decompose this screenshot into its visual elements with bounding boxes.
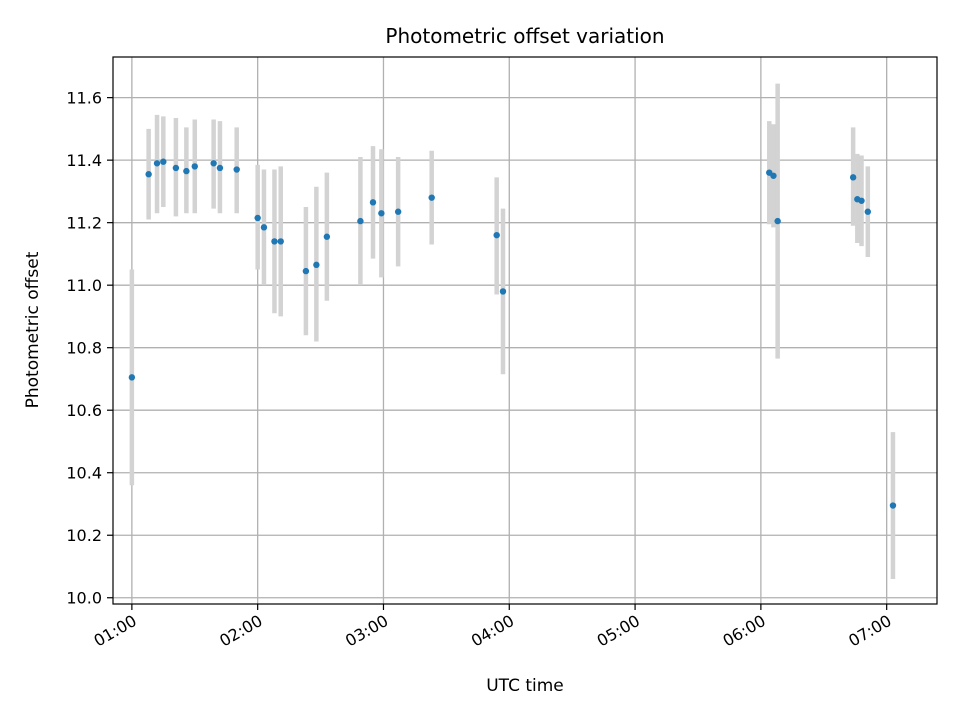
- data-point: [216, 164, 224, 172]
- data-point: [774, 217, 781, 225]
- data-point: [233, 166, 240, 173]
- data-point: [313, 261, 320, 269]
- data-point: [849, 174, 857, 181]
- data-point: [889, 502, 897, 509]
- data-point: [254, 214, 261, 222]
- y-axis-title: Photometric offset: [23, 251, 43, 408]
- y-tick-label: 10.8: [66, 339, 102, 358]
- data-point: [172, 164, 180, 172]
- data-point: [153, 160, 161, 167]
- data-point: [271, 238, 278, 245]
- chart-title: Photometric offset variation: [385, 24, 664, 48]
- data-point: [183, 167, 190, 175]
- data-point: [499, 288, 507, 295]
- data-point: [378, 210, 385, 217]
- data-point: [864, 208, 872, 215]
- data-point: [160, 158, 167, 165]
- y-tick-label: 10.2: [66, 526, 102, 545]
- y-tick-label: 11.2: [66, 214, 102, 233]
- data-point: [260, 224, 268, 231]
- data-point: [191, 163, 198, 170]
- data-point: [357, 217, 364, 225]
- data-point: [210, 160, 217, 167]
- y-tick-label: 10.0: [66, 589, 102, 608]
- data-point: [369, 199, 377, 206]
- data-point: [323, 233, 331, 240]
- y-tick-label: 11.0: [66, 276, 102, 295]
- data-point: [428, 194, 435, 201]
- data-point: [145, 171, 152, 178]
- y-axis-ticks: 10.0 10.2 10.4 10.6 10.8 11.0 11.2 11.4 11.6: [66, 89, 113, 608]
- y-tick-label: 10.6: [66, 401, 102, 420]
- data-point: [493, 231, 500, 239]
- x-axis-title: UTC time: [486, 676, 564, 696]
- y-tick-label: 10.4: [66, 464, 102, 483]
- data-points: [128, 158, 897, 509]
- data-point: [394, 208, 402, 215]
- data-point: [277, 238, 284, 245]
- data-point: [128, 374, 136, 381]
- y-tick-label: 11.4: [66, 151, 102, 170]
- gridlines: [113, 57, 937, 604]
- data-point: [858, 197, 865, 204]
- y-tick-label: 11.6: [66, 89, 102, 108]
- data-point: [302, 267, 310, 275]
- data-point: [770, 172, 777, 179]
- plot-frame: [112, 56, 938, 605]
